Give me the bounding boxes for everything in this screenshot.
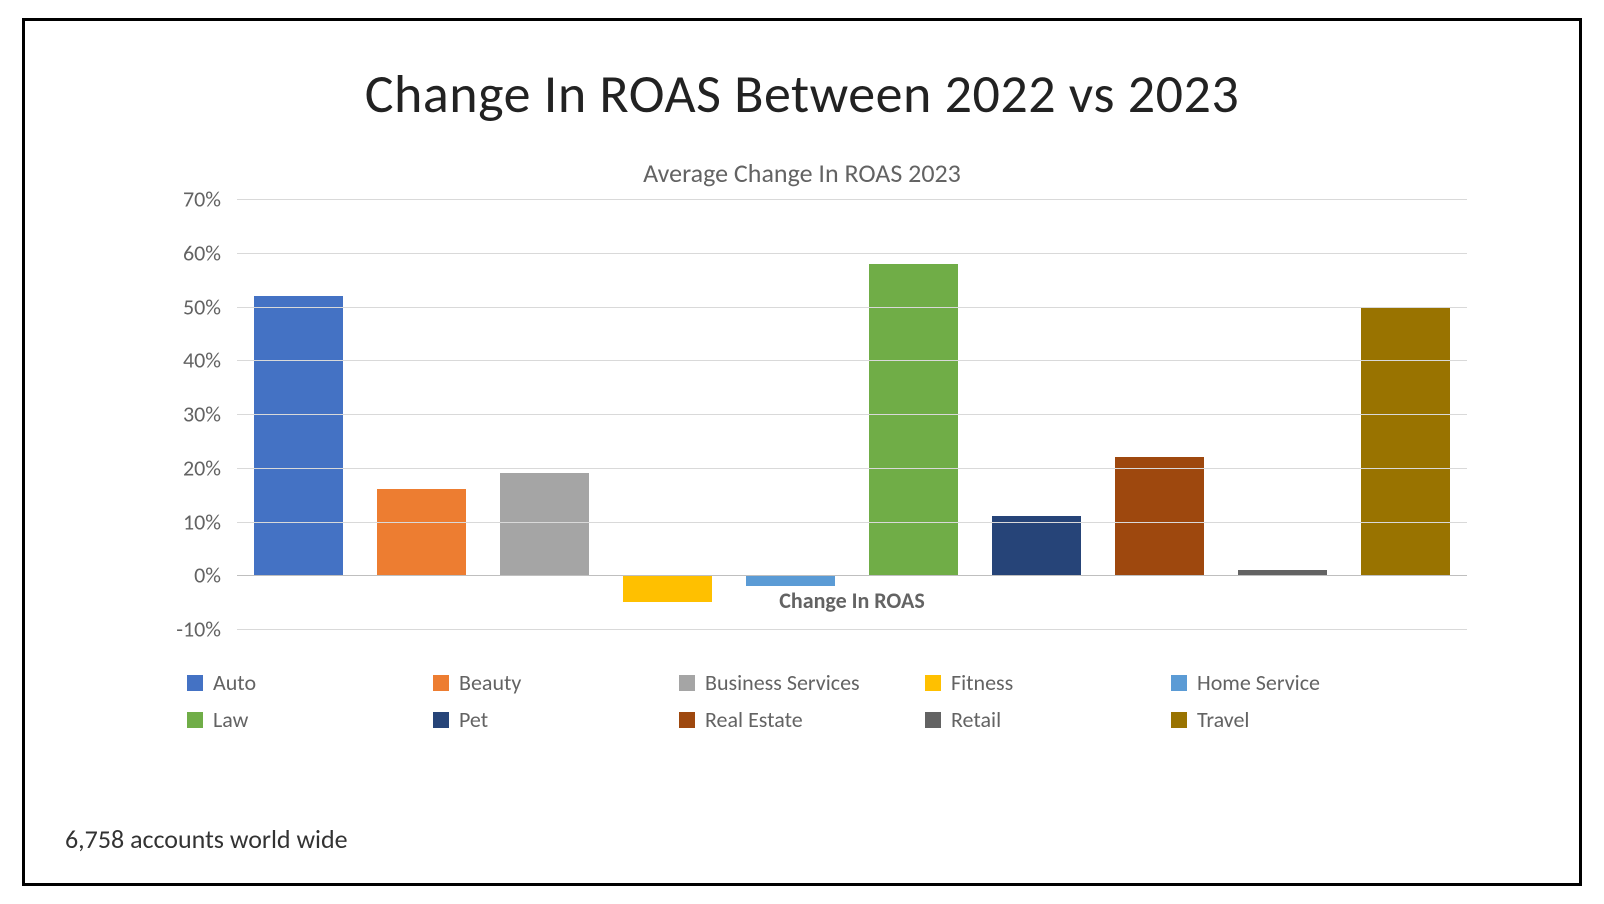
page-root: Change In ROAS Between 2022 vs 2023 Aver… [0, 0, 1604, 904]
legend-item: Home Service [1171, 669, 1417, 696]
legend-swatch [925, 712, 941, 728]
y-axis: 70%60%50%40%30%20%10%0%-10% [137, 199, 227, 629]
legend-item: Pet [433, 706, 679, 733]
bar-business-services [500, 473, 589, 575]
slide-frame: Change In ROAS Between 2022 vs 2023 Aver… [22, 18, 1582, 886]
legend-swatch [925, 675, 941, 691]
legend-swatch [679, 712, 695, 728]
legend-label: Real Estate [705, 706, 803, 733]
x-axis-label: Change In ROAS [779, 587, 924, 614]
legend-item: Real Estate [679, 706, 925, 733]
y-tick-label: 60% [141, 239, 221, 266]
y-tick-label: 70% [141, 186, 221, 213]
legend-label: Beauty [459, 669, 521, 696]
legend-label: Retail [951, 706, 1001, 733]
gridline [237, 199, 1467, 200]
chart-area: 70%60%50%40%30%20%10%0%-10% Change In RO… [137, 199, 1467, 629]
bar-home-service [746, 575, 835, 586]
bar-auto [254, 296, 343, 576]
legend-label: Home Service [1197, 669, 1320, 696]
y-tick-label: 40% [141, 347, 221, 374]
legend-swatch [433, 675, 449, 691]
legend-swatch [187, 712, 203, 728]
bar-law [869, 264, 958, 576]
legend-item: Travel [1171, 706, 1417, 733]
y-tick-label: 20% [141, 454, 221, 481]
legend-label: Auto [213, 669, 256, 696]
legend-item: Fitness [925, 669, 1171, 696]
legend-label: Law [213, 706, 248, 733]
footnote: 6,758 accounts world wide [65, 823, 348, 855]
legend-row: Law Pet Real Estate Retail Travel [187, 706, 1417, 733]
bar-pet [992, 516, 1081, 575]
legend-item: Retail [925, 706, 1171, 733]
legend-item: Law [187, 706, 433, 733]
legend-label: Business Services [705, 669, 860, 696]
gridline [237, 253, 1467, 254]
bar-fitness [623, 575, 712, 602]
legend-swatch [679, 675, 695, 691]
legend-item: Business Services [679, 669, 925, 696]
legend-row: Auto Beauty Business Services Fitness Home S… [187, 669, 1417, 696]
legend-swatch [187, 675, 203, 691]
gridline [237, 360, 1467, 361]
legend-label: Fitness [951, 669, 1013, 696]
bar-travel [1361, 307, 1450, 576]
y-tick-label: -10% [141, 616, 221, 643]
legend-label: Pet [459, 706, 488, 733]
legend-item: Beauty [433, 669, 679, 696]
gridline [237, 414, 1467, 415]
plot-area: Change In ROAS [237, 199, 1467, 629]
legend-swatch [1171, 712, 1187, 728]
y-tick-label: 10% [141, 508, 221, 535]
y-tick-label: 30% [141, 401, 221, 428]
gridline [237, 575, 1467, 576]
chart-title: Change In ROAS Between 2022 vs 2023 [85, 61, 1519, 127]
y-tick-label: 0% [141, 562, 221, 589]
legend-swatch [433, 712, 449, 728]
legend-label: Travel [1197, 706, 1249, 733]
bar-beauty [377, 489, 466, 575]
legend-swatch [1171, 675, 1187, 691]
legend-item: Auto [187, 669, 433, 696]
gridline [237, 629, 1467, 630]
gridline [237, 307, 1467, 308]
chart-subtitle: Average Change In ROAS 2023 [85, 157, 1519, 189]
bar-real-estate [1115, 457, 1204, 575]
gridline [237, 468, 1467, 469]
gridline [237, 522, 1467, 523]
y-tick-label: 50% [141, 293, 221, 320]
legend: Auto Beauty Business Services Fitness Home S… [187, 669, 1417, 733]
